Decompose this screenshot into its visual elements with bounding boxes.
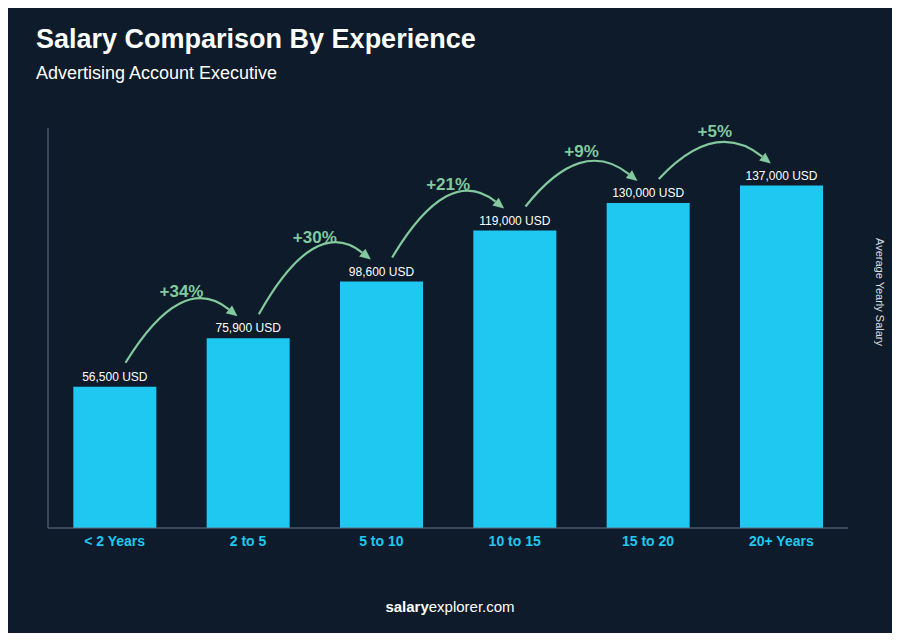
- svg-text:98,600 USD: 98,600 USD: [349, 265, 415, 279]
- svg-text:+30%: +30%: [293, 228, 337, 247]
- svg-text:15 to 20: 15 to 20: [622, 533, 674, 549]
- svg-text:56,500 USD: 56,500 USD: [82, 370, 148, 384]
- svg-text:+5%: +5%: [698, 122, 733, 141]
- svg-text:20+ Years: 20+ Years: [749, 533, 814, 549]
- html-text:Salary Comparison By Experienc: Salary Comparison By Experience: [36, 24, 476, 54]
- svg-text:+21%: +21%: [426, 175, 470, 194]
- svg-text:< 2 Years: < 2 Years: [84, 533, 145, 549]
- svg-text:119,000 USD: 119,000 USD: [479, 214, 550, 228]
- svg-text:130,000 USD: 130,000 USD: [612, 186, 684, 200]
- svg-text:2 to 5: 2 to 5: [230, 533, 267, 549]
- svg-text:137,000 USD: 137,000 USD: [745, 169, 817, 183]
- svg-text:5 to 10: 5 to 10: [359, 533, 404, 549]
- svg-text:10 to 15: 10 to 15: [489, 533, 541, 549]
- html-text:Average Yearly Salary: Average Yearly Salary: [874, 238, 886, 346]
- svg-text:+9%: +9%: [564, 142, 599, 161]
- html-text:Advertising Account Executive: Advertising Account Executive: [36, 63, 278, 83]
- html-text:salary explorer.com: salary explorer.com: [385, 598, 515, 615]
- svg-text:+34%: +34%: [160, 282, 204, 301]
- svg-text:75,900 USD: 75,900 USD: [215, 321, 281, 335]
